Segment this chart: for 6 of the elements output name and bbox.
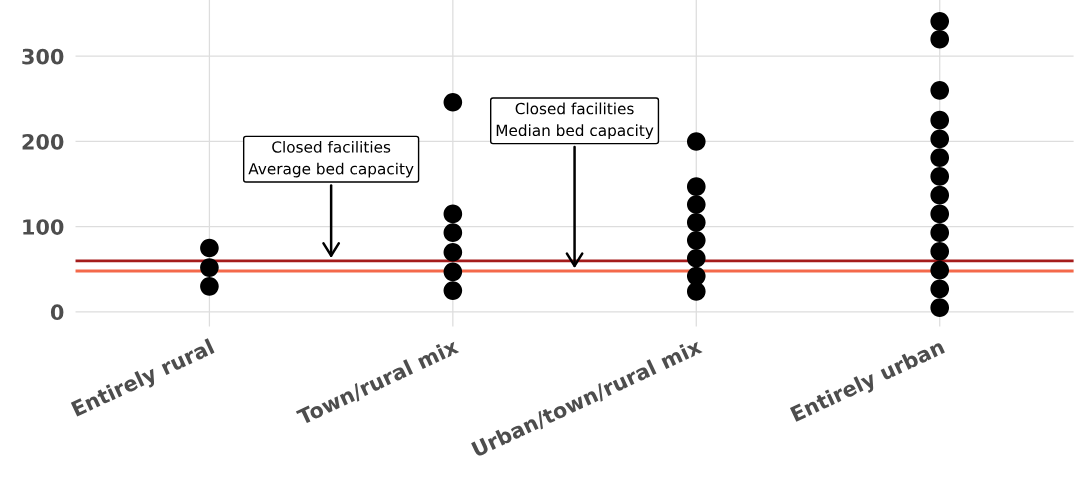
y-tick-label: 0	[50, 304, 64, 321]
y-tick-label: 200	[22, 133, 64, 150]
annotation: Closed facilities Median bed capacity	[496, 102, 654, 140]
y-tick-label: 100	[23, 219, 64, 235]
y-tick-label: 300	[22, 48, 64, 65]
annotation: Closed facilities Average bed capacity	[248, 140, 414, 178]
